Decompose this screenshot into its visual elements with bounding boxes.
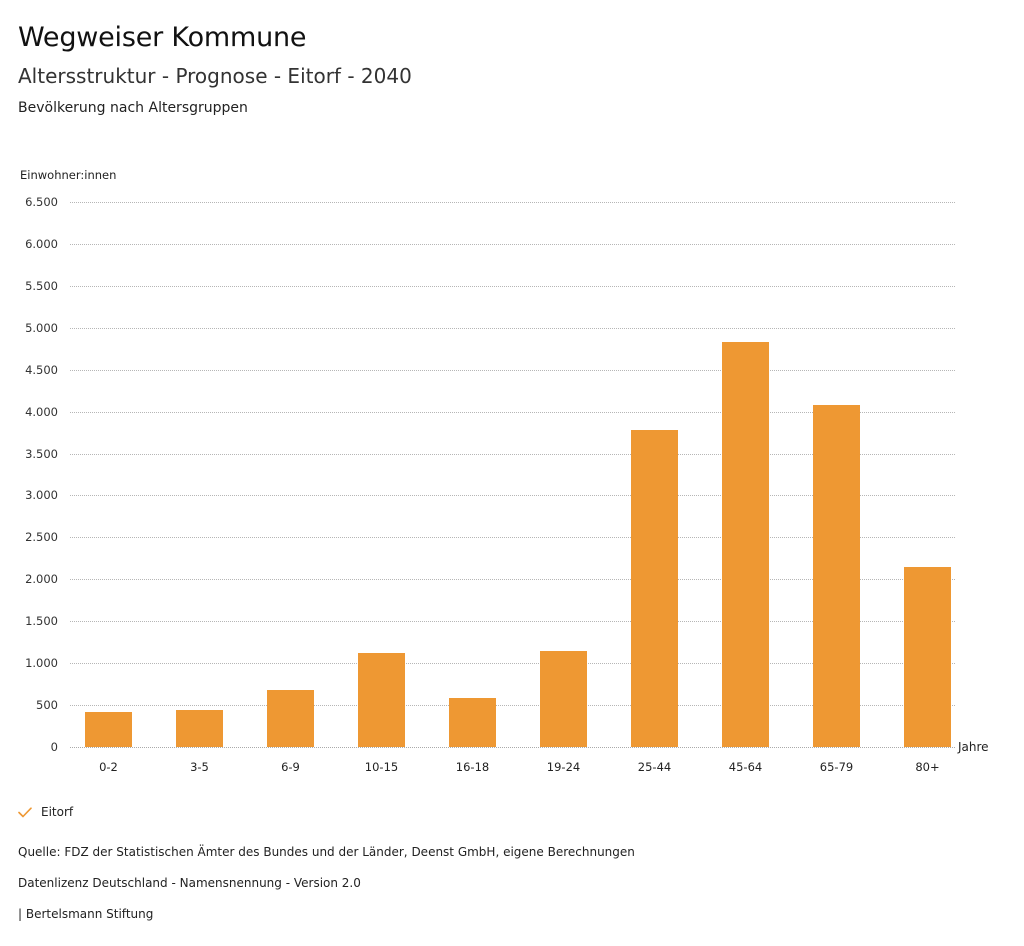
gridline [70, 621, 955, 623]
y-axis-title: Einwohner:innen [20, 168, 117, 182]
y-axis-tick-label: 6.000 [25, 236, 58, 251]
x-axis-tick-label: 25-44 [637, 760, 672, 774]
bar[interactable] [85, 711, 132, 747]
y-axis-tick-label: 0 [50, 740, 58, 754]
publisher-note: | Bertelsmann Stiftung [18, 907, 154, 921]
x-axis-tick-label: 19-24 [546, 760, 581, 774]
gridline [70, 453, 955, 455]
gridline [70, 747, 955, 748]
bar[interactable] [176, 709, 223, 747]
x-axis-tick-label: 6-9 [281, 760, 300, 774]
plot-area: 0 500 1.000 1.500 2.000 2.500 3.000 3.500 4.000 4… [0, 196, 1024, 774]
bar[interactable] [267, 689, 314, 747]
x-axis-tick-label: 0-2 [99, 760, 118, 774]
y-axis-tick-label: 6.500 [25, 195, 58, 209]
gridline [70, 705, 955, 707]
y-axis-tick-label: 1.000 [25, 656, 58, 671]
y-axis-tick-label: 3.000 [25, 488, 58, 503]
y-axis-tick-label: 4.000 [25, 404, 58, 419]
gridline [70, 579, 955, 581]
gridline [70, 537, 955, 539]
x-axis-tick-label: 45-64 [728, 760, 763, 774]
gridline [70, 285, 955, 287]
gridline [70, 202, 955, 203]
chart-legend[interactable]: Eitorf [18, 803, 73, 821]
bar[interactable] [722, 342, 769, 747]
y-axis-tick-label: 5.500 [25, 278, 58, 293]
chart-header: Wegweiser Kommune Altersstruktur - Progn… [18, 0, 1008, 117]
source-note: Quelle: FDZ der Statistischen Ämter des … [18, 845, 635, 859]
x-axis-title: Jahre [958, 740, 989, 754]
license-note: Datenlizenz Deutschland - Namensnennung … [18, 876, 361, 890]
bar[interactable] [449, 698, 496, 747]
chart-subtitle: Altersstruktur - Prognose - Eitorf - 204… [18, 64, 412, 88]
gridline [70, 663, 955, 665]
legend-item-label: Eitorf [41, 805, 74, 819]
y-axis-tick-label: 3.500 [25, 446, 58, 461]
gridline [70, 369, 955, 371]
x-axis-tick-label: 16-18 [455, 760, 490, 774]
y-axis-tick-label: 2.000 [25, 572, 58, 587]
page-title: Wegweiser Kommune [18, 22, 307, 53]
chart-footer: Quelle: FDZ der Statistischen Ämter des … [18, 840, 918, 922]
x-axis-tick-label: 10-15 [364, 760, 399, 774]
bar[interactable] [904, 566, 951, 747]
y-axis-tick-label: 1.500 [25, 614, 58, 629]
chart-caption: Bevölkerung nach Altersgruppen [18, 100, 248, 116]
x-axis-tick-label: 3-5 [190, 760, 209, 774]
gridline [70, 411, 955, 413]
x-axis-tick-label: 65-79 [819, 760, 854, 774]
y-axis-tick-label: 500 [36, 698, 58, 713]
y-axis-tick-label: 4.500 [25, 362, 58, 377]
y-axis-tick-label: 2.500 [25, 530, 58, 545]
check-icon [18, 803, 32, 822]
y-axis-tick-label: 5.000 [25, 320, 58, 335]
bar[interactable] [358, 652, 405, 747]
gridline [70, 495, 955, 497]
bar[interactable] [631, 430, 678, 747]
x-axis-tick-label: 80+ [915, 760, 940, 774]
bar[interactable] [540, 650, 587, 747]
gridline [70, 243, 955, 245]
bar-chart: Einwohner:innen 0 500 1.000 1.500 2.000 2.500… [0, 168, 1024, 788]
bar[interactable] [813, 404, 860, 747]
gridline [70, 327, 955, 329]
